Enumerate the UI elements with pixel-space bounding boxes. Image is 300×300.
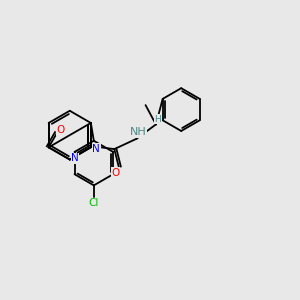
Text: Cl: Cl [88, 198, 99, 208]
Text: O: O [111, 168, 119, 178]
Text: NH: NH [130, 127, 146, 137]
Text: H: H [154, 115, 161, 124]
Text: N: N [92, 144, 100, 154]
Text: O: O [56, 125, 64, 135]
Text: N: N [71, 153, 79, 163]
